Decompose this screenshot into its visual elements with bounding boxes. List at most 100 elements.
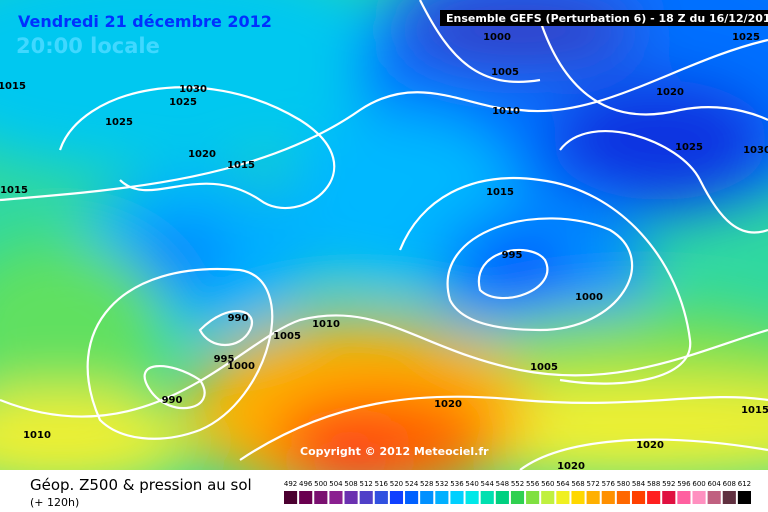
legend-swatch	[374, 491, 388, 504]
isobar-label: 1015	[0, 185, 28, 196]
isobar-label: 1010	[23, 430, 51, 441]
isobar-label: 990	[228, 313, 249, 324]
isobar-label: 1005	[273, 331, 301, 342]
isobar-label: 1015	[486, 187, 514, 198]
isobar-label: 1020	[557, 461, 585, 472]
isobar-label: 1015	[0, 81, 26, 92]
legend-swatch	[677, 491, 691, 504]
legend-swatch	[571, 491, 585, 504]
legend-label: 588	[647, 480, 660, 488]
legend-label: 572	[586, 480, 599, 488]
isobar-label: 1005	[530, 362, 558, 373]
legend-label: 612	[738, 480, 751, 488]
legend-label: 540	[465, 480, 478, 488]
isobar-label: 1030	[179, 84, 207, 95]
legend-label: 560	[541, 480, 554, 488]
isobars	[0, 0, 768, 470]
legend-swatch	[722, 491, 736, 504]
legend-swatch	[344, 491, 358, 504]
isobar-label: 1000	[483, 32, 511, 43]
isobar-label: 1025	[105, 117, 133, 128]
legend-label: 512	[360, 480, 373, 488]
legend-swatch	[601, 491, 615, 504]
legend-swatch	[556, 491, 570, 504]
legend-label: 496	[299, 480, 313, 488]
legend-swatch	[314, 491, 328, 504]
legend-label: 556	[526, 480, 540, 488]
footer-title: Géop. Z500 & pression au sol	[30, 476, 252, 494]
legend-swatch	[692, 491, 706, 504]
legend-label: 524	[405, 480, 419, 488]
legend-label: 584	[632, 480, 646, 488]
legend-swatch	[480, 491, 494, 504]
legend-label: 580	[617, 480, 630, 488]
legend-swatch	[299, 491, 313, 504]
legend-swatch	[359, 491, 373, 504]
isobar-label: 1025	[732, 32, 760, 43]
legend-swatch	[541, 491, 555, 504]
isobar-label: 1010	[492, 106, 520, 117]
legend-label: 544	[481, 480, 495, 488]
isobar-label: 1020	[188, 149, 216, 160]
legend-label: 504	[329, 480, 343, 488]
legend-swatch	[495, 491, 509, 504]
legend-label: 608	[723, 480, 736, 488]
isobar-label: 1030	[743, 145, 768, 156]
legend-swatch	[616, 491, 630, 504]
legend-label: 568	[571, 480, 584, 488]
legend-swatch	[284, 491, 298, 504]
model-box	[440, 10, 768, 26]
isobar-label: 1005	[491, 67, 519, 78]
isobar-label: 1020	[656, 87, 684, 98]
map-field	[0, 0, 768, 470]
legend-swatch	[450, 491, 464, 504]
legend-label: 592	[662, 480, 675, 488]
isobar-label: 995	[214, 354, 235, 365]
legend-label: 604	[707, 480, 721, 488]
legend-label: 516	[375, 480, 389, 488]
copyright: Copyright © 2012 Meteociel.fr	[300, 445, 489, 458]
legend-label: 520	[390, 480, 403, 488]
isobar-label: 1000	[575, 292, 603, 303]
time: 20:00 locale	[16, 34, 160, 58]
date: Vendredi 21 décembre 2012	[18, 12, 272, 31]
isobar-label: 1020	[434, 399, 462, 410]
legend-swatch	[647, 491, 661, 504]
legend-label: 548	[496, 480, 509, 488]
legend-swatch	[389, 491, 404, 504]
isobar-labels: 1000 1025 1005 1015 1030 1025 1020 1010 1025 1025…	[0, 32, 768, 472]
legend-swatch	[737, 491, 751, 504]
legend-label: 508	[344, 480, 357, 488]
legend-label: 536	[450, 480, 464, 488]
legend-swatch	[707, 491, 721, 504]
legend-swatch	[465, 491, 479, 504]
legend-label: 596	[677, 480, 691, 488]
legend-label: 576	[602, 480, 616, 488]
legend: 492 496 500 504 508 512 516 520 524 528 532 536 540 5…	[284, 480, 751, 504]
legend-label: 600	[692, 480, 705, 488]
legend-label: 528	[420, 480, 433, 488]
model-info: Ensemble GEFS (Perturbation 6) - 18 Z du…	[446, 12, 768, 25]
legend-label: 500	[314, 480, 327, 488]
legend-label: 532	[435, 480, 448, 488]
isobar-label: 1020	[636, 440, 664, 451]
legend-label: 564	[556, 480, 570, 488]
legend-swatch	[435, 491, 449, 504]
legend-swatch	[526, 491, 540, 504]
isobar-label: 1010	[312, 319, 340, 330]
legend-swatch	[586, 491, 600, 504]
isobar-label: 1015	[227, 160, 255, 171]
legend-label: 552	[511, 480, 524, 488]
isobar-label: 995	[502, 250, 523, 261]
legend-swatch	[631, 491, 646, 504]
footer-lead: (+ 120h)	[30, 496, 79, 509]
legend-label: 492	[284, 480, 297, 488]
legend-swatch	[510, 491, 525, 504]
isobar-label: 1025	[675, 142, 703, 153]
legend-swatch	[405, 491, 419, 504]
isobar-label: 990	[162, 395, 183, 406]
legend-swatch	[420, 491, 434, 504]
legend-swatch	[329, 491, 343, 504]
isobar-label: 1000	[227, 361, 255, 372]
